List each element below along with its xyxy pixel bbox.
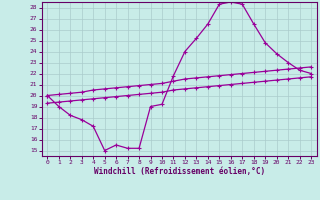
X-axis label: Windchill (Refroidissement éolien,°C): Windchill (Refroidissement éolien,°C) bbox=[94, 167, 265, 176]
